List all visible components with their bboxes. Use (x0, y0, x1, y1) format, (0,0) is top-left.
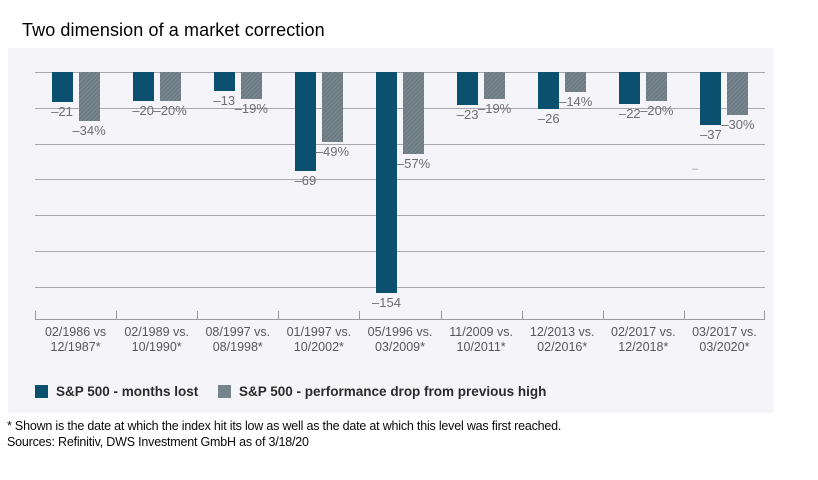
legend-label-performance-drop: S&P 500 - performance drop from previous… (239, 384, 547, 399)
footnote-asterisk-note: * Shown is the date at which the index h… (7, 419, 562, 433)
legend-swatch-performance-drop (218, 385, 231, 398)
axis-tick (602, 311, 604, 319)
category-label-5: 05/1996 vs. 03/2009* (367, 325, 433, 354)
footnote-block: * Shown is the date at which the index h… (7, 419, 797, 450)
value-label-percent-3: –19% (234, 101, 268, 117)
chart-panel: – S&P 500 - months lost S&P 500 - perfor… (8, 48, 774, 413)
bar-percent-3 (240, 72, 262, 100)
axis-tick (683, 311, 685, 319)
bar-months-7 (538, 72, 560, 110)
bar-months-5 (376, 72, 397, 293)
gridline (35, 215, 765, 217)
bar-percent-4 (321, 72, 343, 143)
legend-label-months-lost: S&P 500 - months lost (56, 384, 199, 399)
gridline (35, 72, 765, 73)
axis-tick (764, 311, 765, 319)
stray-dash-artifact: – (691, 163, 699, 175)
value-label-percent-2: –20% (153, 102, 187, 118)
value-label-percent-6: –19% (477, 101, 512, 117)
value-label-percent-1: –34% (72, 122, 106, 138)
category-label-8: 02/2017 vs. 12/2018* (611, 325, 676, 354)
gridline (35, 251, 765, 252)
category-label-9: 03/2017 vs. 03/2020* (692, 325, 757, 354)
value-label-months-9: –37 (700, 126, 722, 142)
value-label-months-5: –154 (372, 294, 401, 310)
legend-item-months-lost: S&P 500 - months lost (35, 384, 198, 399)
legend-swatch-months-lost (35, 385, 48, 398)
axis-tick (35, 311, 36, 319)
value-label-percent-5: –57% (396, 155, 431, 171)
bar-percent-9 (727, 72, 749, 115)
axis-tick (521, 311, 523, 319)
value-label-months-6: –23 (456, 106, 479, 122)
bar-percent-5 (403, 72, 424, 154)
category-label-7: 12/2013 vs. 02/2016* (529, 325, 595, 354)
value-label-months-8: –22 (618, 105, 641, 121)
axis-tick (278, 311, 280, 319)
gridline (35, 286, 765, 288)
axis-tick (440, 311, 442, 319)
value-label-months-1: –21 (51, 104, 73, 120)
category-label-6: 11/2009 vs. 10/2011* (449, 325, 513, 354)
category-label-1: 02/1986 vs 12/1987* (44, 325, 107, 354)
axis-tick (359, 311, 361, 319)
bar-percent-6 (484, 72, 506, 100)
value-label-percent-8: –20% (640, 102, 674, 118)
gridline (35, 143, 765, 145)
axis-tick (197, 311, 199, 319)
bar-percent-1 (78, 72, 100, 121)
category-axis-line (35, 319, 765, 320)
category-label-3: 08/1997 vs. 08/1998* (205, 325, 271, 354)
value-label-months-2: –20 (132, 102, 154, 118)
value-label-percent-4: –49% (315, 144, 349, 160)
bar-months-4 (294, 72, 316, 171)
gridline (35, 179, 765, 181)
bar-months-9 (700, 72, 722, 125)
value-label-months-7: –26 (537, 111, 560, 127)
bar-percent-2 (159, 72, 181, 101)
bar-percent-7 (565, 72, 587, 93)
chart-title: Two dimension of a market correction (22, 20, 325, 41)
value-label-months-3: –13 (213, 92, 236, 108)
category-label-2: 02/1989 vs. 10/1990* (124, 325, 189, 354)
legend-item-performance-drop: S&P 500 - performance drop from previous… (218, 384, 546, 399)
bar-months-2 (132, 72, 154, 101)
bar-months-1 (51, 72, 73, 103)
bar-months-3 (213, 72, 235, 91)
value-label-percent-9: –30% (721, 116, 755, 132)
category-label-4: 01/1997 vs. 10/2002* (286, 325, 352, 354)
gridline (35, 107, 765, 109)
bar-months-6 (457, 72, 479, 105)
bar-percent-8 (646, 72, 668, 101)
footnote-sources: Sources: Refinitiv, DWS Investment GmbH … (7, 434, 309, 449)
value-label-months-4: –69 (294, 172, 317, 188)
bar-months-8 (619, 72, 641, 104)
axis-tick (116, 311, 118, 319)
value-label-percent-7: –14% (559, 94, 593, 110)
